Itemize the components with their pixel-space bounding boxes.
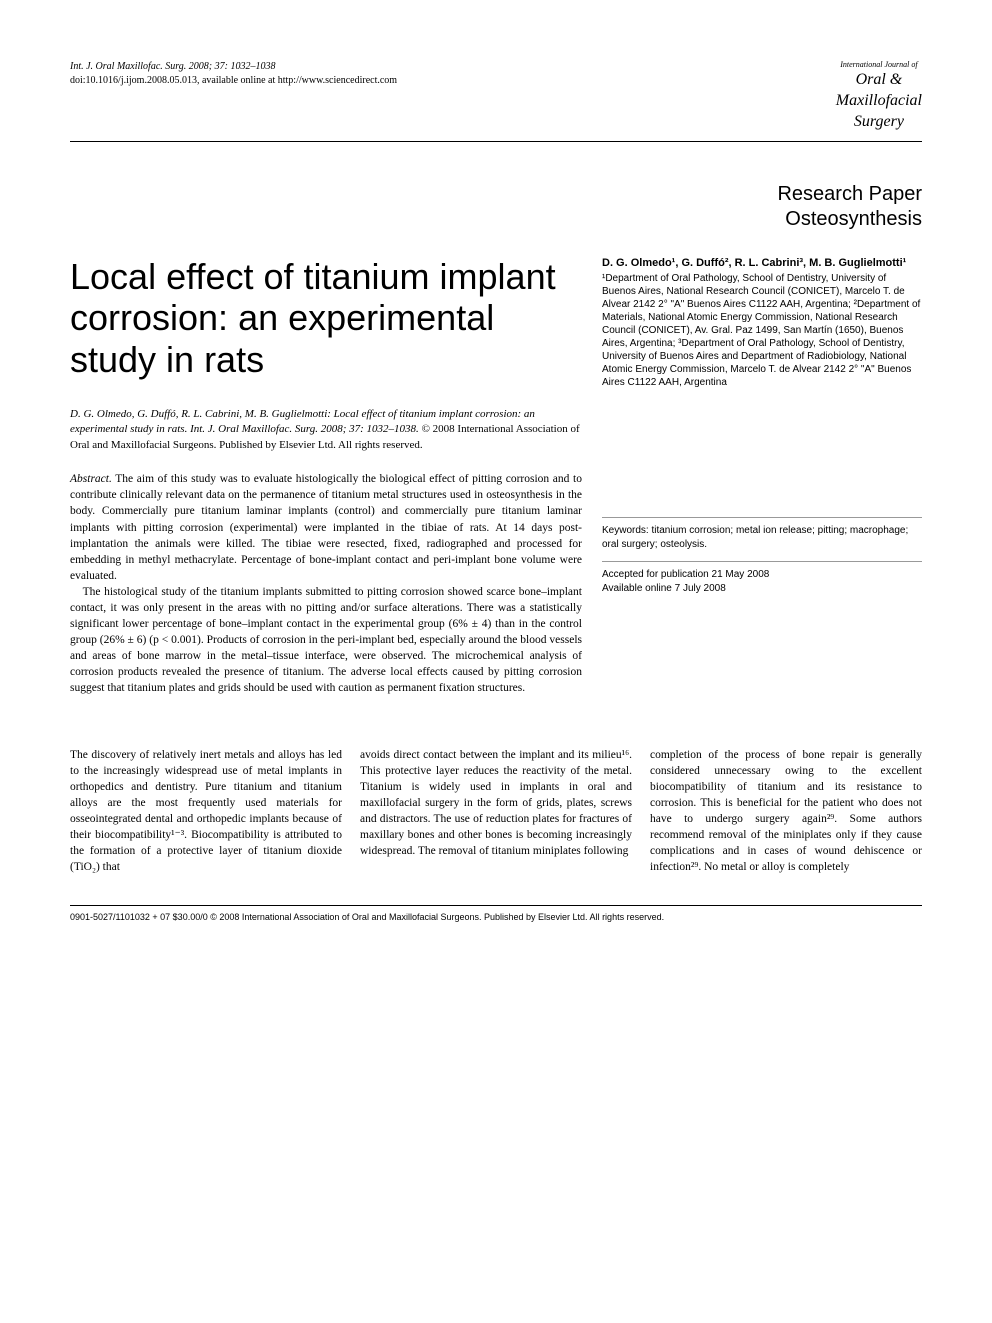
article-title: Local effect of titanium implant corrosi… xyxy=(70,256,582,380)
section-line-2: Osteosynthesis xyxy=(70,207,922,232)
page-footer: 0901-5027/1101032 + 07 $30.00/0 © 2008 I… xyxy=(70,905,922,922)
doi-line: doi:10.1016/j.ijom.2008.05.013, availabl… xyxy=(70,74,397,88)
journal-logo: International Journal of Oral & Maxillof… xyxy=(836,60,922,133)
page-header: Int. J. Oral Maxillofac. Surg. 2008; 37:… xyxy=(70,60,922,133)
body-columns: The discovery of relatively inert metals… xyxy=(70,747,922,876)
accepted-line-1: Accepted for publication 21 May 2008 xyxy=(602,568,922,582)
logo-line-1: Oral & xyxy=(836,70,922,91)
abstract: Abstract. The aim of this study was to e… xyxy=(70,471,582,696)
affiliations: ¹Department of Oral Pathology, School of… xyxy=(602,272,922,389)
abstract-p1: The aim of this study was to evaluate hi… xyxy=(70,473,582,582)
journal-citation: Int. J. Oral Maxillofac. Surg. 2008; 37:… xyxy=(70,60,397,74)
abstract-p2: The histological study of the titanium i… xyxy=(70,584,582,697)
mid-row: D. G. Olmedo, G. Duffó, R. L. Cabrini, M… xyxy=(70,407,922,696)
section-line-1: Research Paper xyxy=(70,182,922,207)
body-col-3: completion of the process of bone repair… xyxy=(650,747,922,876)
mid-right: Keywords: titanium corrosion; metal ion … xyxy=(602,407,922,696)
logo-top: International Journal of xyxy=(836,60,922,70)
mid-left: D. G. Olmedo, G. Duffó, R. L. Cabrini, M… xyxy=(70,407,582,696)
accepted-line-2: Available online 7 July 2008 xyxy=(602,582,922,596)
abstract-label: Abstract. xyxy=(70,473,112,485)
title-row: Local effect of titanium implant corrosi… xyxy=(70,256,922,389)
section-label: Research Paper Osteosynthesis xyxy=(70,182,922,232)
authors-block: D. G. Olmedo¹, G. Duffó², R. L. Cabrini³… xyxy=(602,256,922,389)
header-rule xyxy=(70,141,922,142)
body-col-1: The discovery of relatively inert metals… xyxy=(70,747,342,876)
accepted-block: Accepted for publication 21 May 2008 Ava… xyxy=(602,561,922,595)
logo-line-2: Maxillofacial xyxy=(836,91,922,112)
full-citation: D. G. Olmedo, G. Duffó, R. L. Cabrini, M… xyxy=(70,407,582,453)
logo-line-3: Surgery xyxy=(836,112,922,133)
body-col-2: avoids direct contact between the implan… xyxy=(360,747,632,876)
citation-block: Int. J. Oral Maxillofac. Surg. 2008; 37:… xyxy=(70,60,397,87)
author-names: D. G. Olmedo¹, G. Duffó², R. L. Cabrini³… xyxy=(602,256,922,270)
keywords: Keywords: titanium corrosion; metal ion … xyxy=(602,517,922,551)
